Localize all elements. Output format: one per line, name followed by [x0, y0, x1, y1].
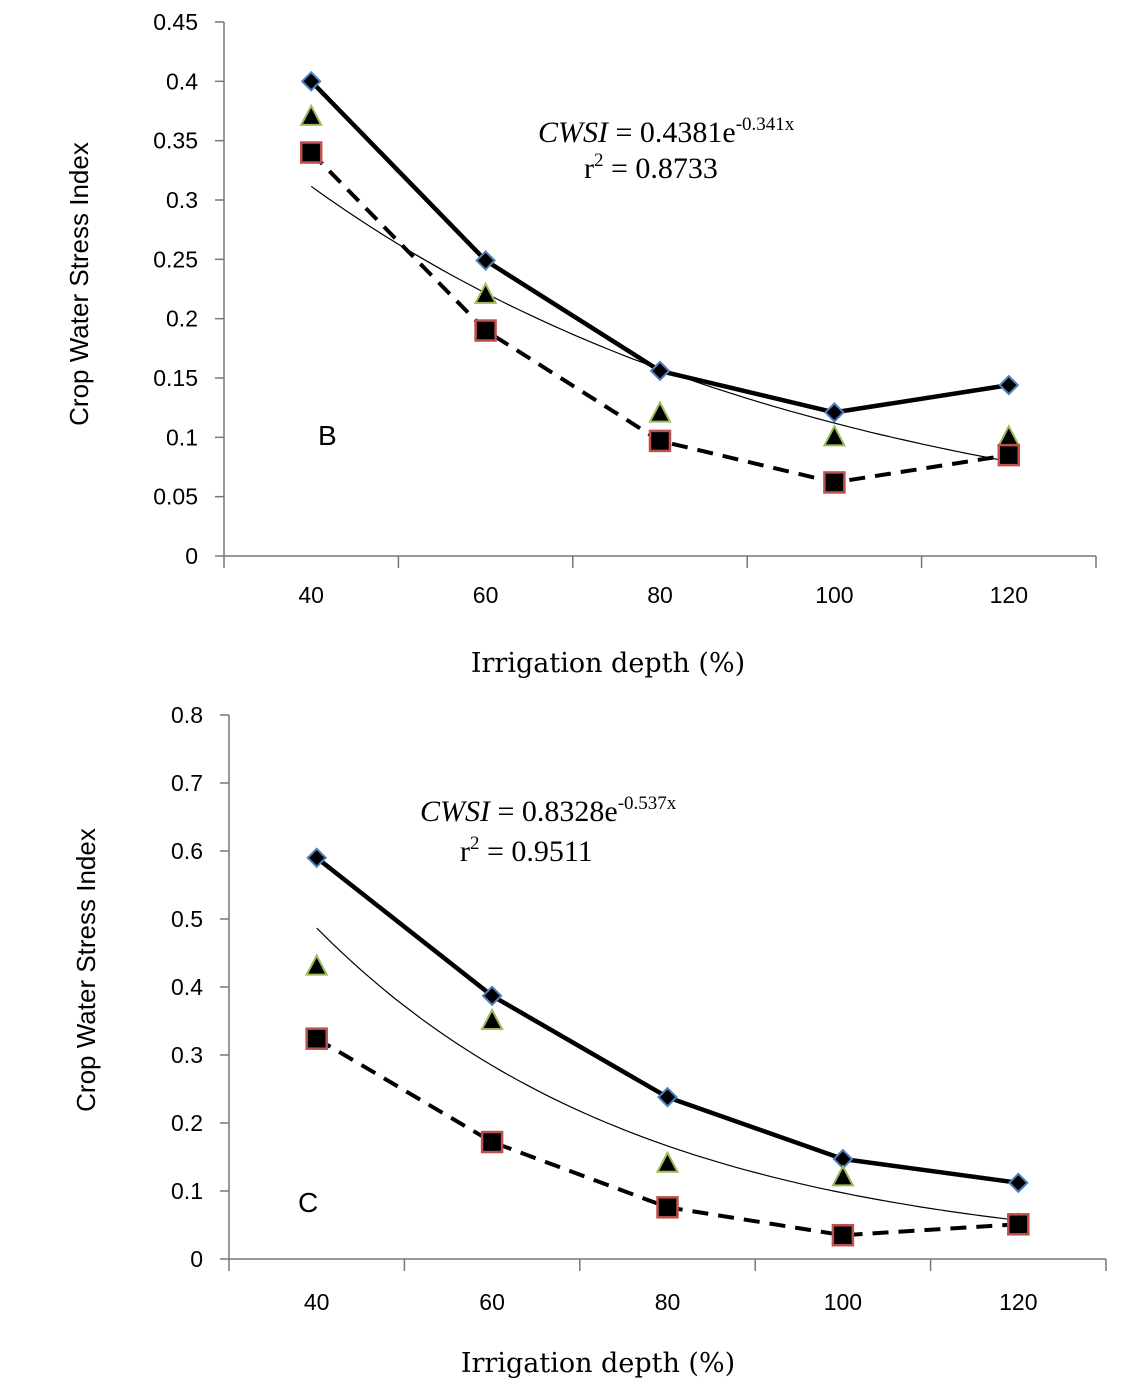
panel-b-triangle-point [648, 400, 672, 423]
panel-b-y-tick-label: 0.4 [166, 68, 198, 94]
panel-c-fit-curve [316, 927, 1019, 1221]
panel-c-y-tick-label: 0.2 [171, 1110, 203, 1136]
panel-b-y-tick-label: 0.35 [153, 128, 198, 154]
panel-b-y-tick-label: 0.25 [153, 246, 198, 272]
panel-c-y-tick-label: 0.7 [171, 770, 203, 796]
panel-b-diamond-point [998, 374, 1020, 396]
panel-c-triangle-point [831, 1164, 855, 1187]
panel-c-diamond-point [481, 985, 503, 1007]
panel-b-square-point [648, 429, 672, 453]
panel-c-x-axis-label: Irrigation depth (%) [461, 1348, 735, 1379]
panel-b-y-tick-label: 0.3 [166, 187, 198, 213]
panel-c-label: C [298, 1187, 318, 1218]
panel-b-x-tick-label: 80 [647, 582, 673, 608]
panel-b-y-tick-label: 0.1 [166, 424, 198, 450]
panel-b-x-tick-label: 60 [473, 582, 499, 608]
panel-b-triangle-point [822, 424, 847, 447]
panel-b-square-point [474, 319, 497, 342]
panel-b-diamond-point [823, 401, 845, 423]
panel-c-fit-equation: CWSI = 0.8328e-0.537x [420, 793, 677, 828]
panel-b-square-point [997, 443, 1021, 467]
panel-b-triangle-point [997, 424, 1021, 447]
panel-c-square-point [1007, 1213, 1030, 1236]
panel-b-y-tick-label: 0.45 [153, 9, 198, 35]
panel-c-plot: 0 0.1 0.2 0.3 0.4 0.5 0.6 0.7 0.8 40 60 80 100 120 [171, 702, 1107, 1315]
panel-b-y-tick-label: 0 [185, 543, 198, 569]
panel-b-triangle-point [299, 103, 323, 126]
panel-c: Crop Water Stress Index Irrigation depth… [71, 793, 735, 1379]
panel-b-x-axis-label: Irrigation depth (%) [471, 648, 745, 679]
panel-b-y-tick-label: 0.15 [153, 365, 198, 391]
panel-c-triangle-point [480, 1007, 504, 1030]
panel-b-diamond-point [649, 360, 671, 382]
panel-c-diamond-point [306, 847, 328, 869]
panel-b-diamond-point [475, 250, 497, 271]
panel-c-diamond-point [1007, 1172, 1029, 1194]
panel-b-y-axis-label: Crop Water Stress Index [64, 142, 94, 426]
panel-c-diamond-point [657, 1086, 678, 1108]
panel-b-square-point [299, 141, 323, 164]
panel-c-y-axis-label: Crop Water Stress Index [71, 828, 101, 1112]
panel-b-plot: 0 0.05 0.1 0.15 0.2 0.25 0.3 0.35 0.4 0.45 40 60 80 1… [153, 9, 1097, 608]
panel-b-y-tick-label: 0.05 [153, 484, 198, 510]
panel-c-square-point [480, 1130, 504, 1154]
panel-c-x-tick-label: 80 [655, 1289, 681, 1315]
panel-c-x-tick-label: 100 [824, 1289, 862, 1315]
panel-c-triangle-point [655, 1150, 680, 1173]
panel-c-y-tick-label: 0.8 [171, 702, 203, 728]
panel-c-y-tick-label: 0.1 [171, 1178, 203, 1204]
panel-b-fit-equation: CWSI = 0.4381e-0.341x [538, 114, 795, 149]
panel-b-diamond-point [300, 70, 322, 92]
panel-b: Crop Water Stress Index Irrigation depth… [64, 114, 795, 679]
panel-c-x-tick-label: 120 [999, 1289, 1037, 1315]
panel-c-triangle-point [305, 953, 329, 976]
panel-c-x-tick-label: 60 [479, 1289, 505, 1315]
panel-c-square-point [656, 1196, 679, 1219]
panel-b-triangle-point [473, 281, 498, 304]
panel-b-x-tick-label: 100 [815, 582, 853, 608]
panel-b-label: B [318, 420, 337, 451]
panel-c-diamond-series-line [315, 856, 1019, 1186]
panel-b-y-tick-label: 0.2 [166, 306, 198, 332]
panel-c-square-point [305, 1027, 328, 1050]
panel-c-y-tick-label: 0 [190, 1246, 203, 1272]
panel-b-square-point [823, 471, 846, 494]
panel-c-r-squared: r2 = 0.9511 [460, 833, 593, 868]
panel-c-y-tick-label: 0.5 [171, 906, 203, 932]
panel-b-x-tick-label: 120 [990, 582, 1028, 608]
panel-b-r-squared: r2 = 0.8733 [584, 150, 718, 185]
panel-b-x-tick-label: 40 [298, 582, 324, 608]
panel-c-y-tick-label: 0.4 [171, 974, 203, 1000]
panel-c-y-tick-label: 0.6 [171, 838, 203, 864]
panel-c-y-tick-label: 0.3 [171, 1042, 203, 1068]
panel-c-x-tick-label: 40 [304, 1289, 330, 1315]
panel-c-square-point [831, 1223, 855, 1247]
